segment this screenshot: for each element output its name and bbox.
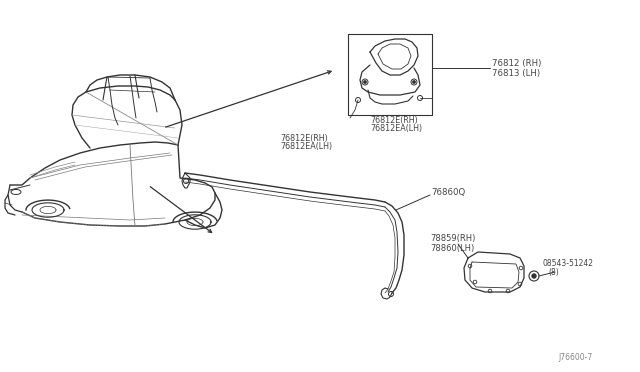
Text: 76812EA(LH): 76812EA(LH) [280,141,332,151]
Circle shape [532,274,536,278]
Text: 08543-51242: 08543-51242 [543,260,594,269]
Text: 76860Q: 76860Q [431,187,465,196]
Text: 76812E(RH): 76812E(RH) [370,115,418,125]
Text: (8): (8) [548,267,559,276]
Text: J76600-7: J76600-7 [558,353,592,362]
Text: 78859(RH): 78859(RH) [430,234,476,243]
Text: 76812E(RH): 76812E(RH) [280,134,328,142]
Circle shape [364,81,366,83]
Text: 76812EA(LH): 76812EA(LH) [370,124,422,132]
Text: 76812 (RH): 76812 (RH) [492,58,541,67]
Text: 76813 (LH): 76813 (LH) [492,68,540,77]
Circle shape [413,81,415,83]
Text: 78860(LH): 78860(LH) [430,244,474,253]
